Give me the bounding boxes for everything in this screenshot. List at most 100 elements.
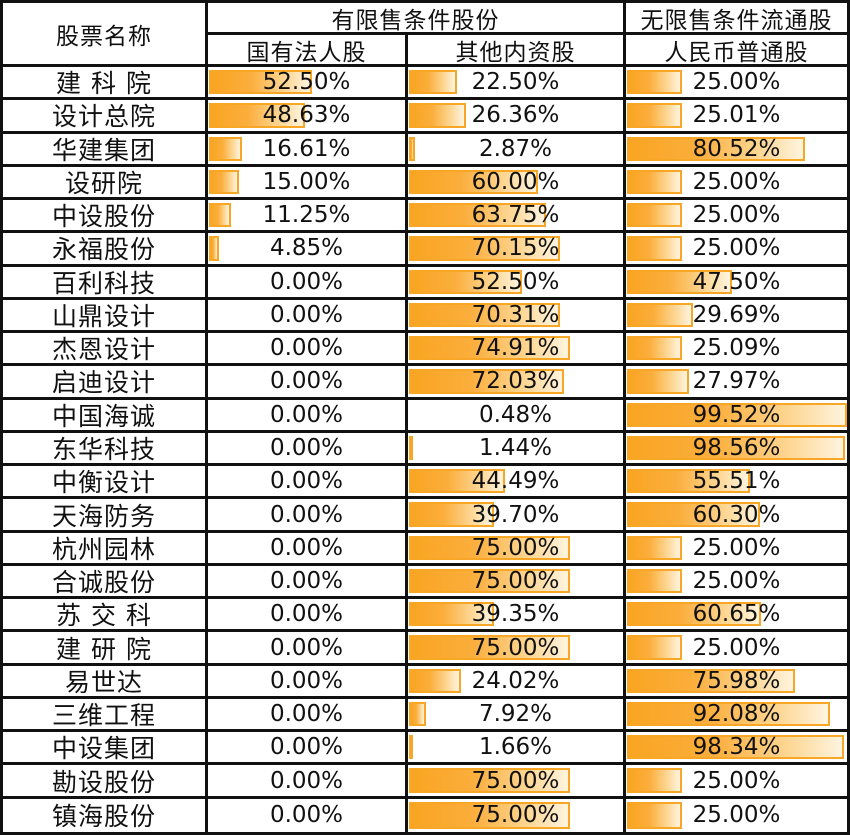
value-cell: 63.75% <box>408 200 626 234</box>
value-cell: 0.00% <box>208 632 408 666</box>
value-cell: 25.00% <box>626 200 847 234</box>
data-bar <box>409 635 571 660</box>
header-state-legal-person-shares: 国有法人股 <box>208 35 408 67</box>
stock-name-cell: 三维工程 <box>3 698 208 733</box>
data-bar <box>627 635 683 660</box>
value-label: 52.50% <box>471 268 560 295</box>
value-cell: 0.00% <box>208 732 408 766</box>
value-label: 75.00% <box>471 634 560 661</box>
data-bar <box>209 203 232 228</box>
value-label: 92.08% <box>692 701 781 728</box>
data-bar <box>409 602 494 627</box>
stock-name-cell: 设研院 <box>3 166 208 201</box>
value-label: 0.00% <box>269 368 344 395</box>
value-label: 39.70% <box>471 501 560 528</box>
value-cell: 15.00% <box>208 166 408 201</box>
value-label: 0.00% <box>269 401 344 428</box>
value-cell: 47.50% <box>626 266 847 300</box>
data-bar <box>627 136 805 161</box>
value-label: 29.69% <box>692 301 781 328</box>
data-bar <box>409 435 413 461</box>
value-cell: 75.98% <box>626 665 847 699</box>
value-cell: 0.00% <box>208 565 408 600</box>
value-cell: 25.00% <box>626 565 847 600</box>
value-cell: 1.66% <box>408 732 626 766</box>
value-label: 25.00% <box>692 235 781 262</box>
value-cell: 25.00% <box>626 67 847 101</box>
value-label: 7.92% <box>478 701 553 728</box>
stock-name-cell: 合诚股份 <box>3 565 208 600</box>
value-cell: 0.00% <box>208 299 408 334</box>
data-bar <box>409 469 505 494</box>
value-cell: 4.85% <box>208 233 408 267</box>
data-bar <box>627 469 750 494</box>
header-restricted-shares-group: 有限售条件股份 <box>208 3 626 35</box>
stock-name-cell: 东华科技 <box>3 432 208 467</box>
stock-name-cell: 中设集团 <box>3 732 208 766</box>
data-bar <box>627 402 847 427</box>
data-bar <box>627 103 683 128</box>
value-label: 16.61% <box>262 135 351 162</box>
value-cell: 39.70% <box>408 499 626 533</box>
data-bar <box>409 103 466 128</box>
data-bar <box>209 169 239 195</box>
value-label: 47.50% <box>692 268 781 295</box>
stock-name-cell: 永福股份 <box>3 233 208 267</box>
value-cell: 75.00% <box>408 532 626 566</box>
value-cell: 27.97% <box>626 366 847 400</box>
data-bar <box>627 70 683 95</box>
value-label: 60.00% <box>471 168 560 195</box>
value-cell: 0.00% <box>208 798 408 832</box>
value-label: 25.00% <box>692 568 781 595</box>
header-stock-name: 股票名称 <box>3 3 208 67</box>
value-cell: 0.00% <box>208 698 408 733</box>
data-bar <box>627 369 689 394</box>
value-label: 0.00% <box>269 534 344 561</box>
value-label: 52.50% <box>262 69 351 96</box>
value-label: 75.00% <box>471 802 560 829</box>
value-label: 0.00% <box>269 634 344 661</box>
value-label: 1.66% <box>478 734 553 761</box>
data-bar <box>627 535 683 560</box>
value-cell: 26.36% <box>408 100 626 134</box>
value-label: 48.63% <box>262 102 351 129</box>
value-label: 80.52% <box>692 135 781 162</box>
value-label: 0.00% <box>269 667 344 694</box>
data-bar <box>627 768 683 793</box>
data-bar <box>409 502 495 527</box>
value-cell: 0.48% <box>408 399 626 433</box>
value-cell: 0.00% <box>208 266 408 300</box>
value-label: 25.00% <box>692 534 781 561</box>
value-cell: 70.31% <box>408 299 626 334</box>
value-label: 70.15% <box>471 235 560 262</box>
data-bar <box>627 668 795 693</box>
value-label: 75.00% <box>471 534 560 561</box>
value-cell: 25.09% <box>626 333 847 367</box>
value-label: 0.00% <box>269 268 344 295</box>
value-cell: 25.00% <box>626 532 847 566</box>
value-cell: 0.00% <box>208 665 408 699</box>
value-label: 75.00% <box>471 568 560 595</box>
value-cell: 0.00% <box>208 466 408 500</box>
data-bar <box>409 336 571 361</box>
value-label: 11.25% <box>262 202 351 229</box>
data-bar <box>409 535 571 560</box>
stock-name-cell: 天海防务 <box>3 499 208 533</box>
value-label: 63.75% <box>471 202 560 229</box>
value-cell: 74.91% <box>408 333 626 367</box>
value-label: 0.00% <box>269 434 344 461</box>
value-cell: 75.00% <box>408 765 626 799</box>
value-cell: 52.50% <box>208 67 408 101</box>
stock-name-cell: 苏 交 科 <box>3 599 208 633</box>
value-label: 0.00% <box>269 802 344 829</box>
value-cell: 75.00% <box>408 798 626 832</box>
value-cell: 80.52% <box>626 133 847 167</box>
value-cell: 25.00% <box>626 233 847 267</box>
value-label: 25.00% <box>692 69 781 96</box>
value-cell: 29.69% <box>626 299 847 334</box>
data-bar <box>409 369 564 394</box>
stock-name-cell: 设计总院 <box>3 100 208 134</box>
stock-name-cell: 华建集团 <box>3 133 208 167</box>
value-cell: 60.65% <box>626 599 847 633</box>
